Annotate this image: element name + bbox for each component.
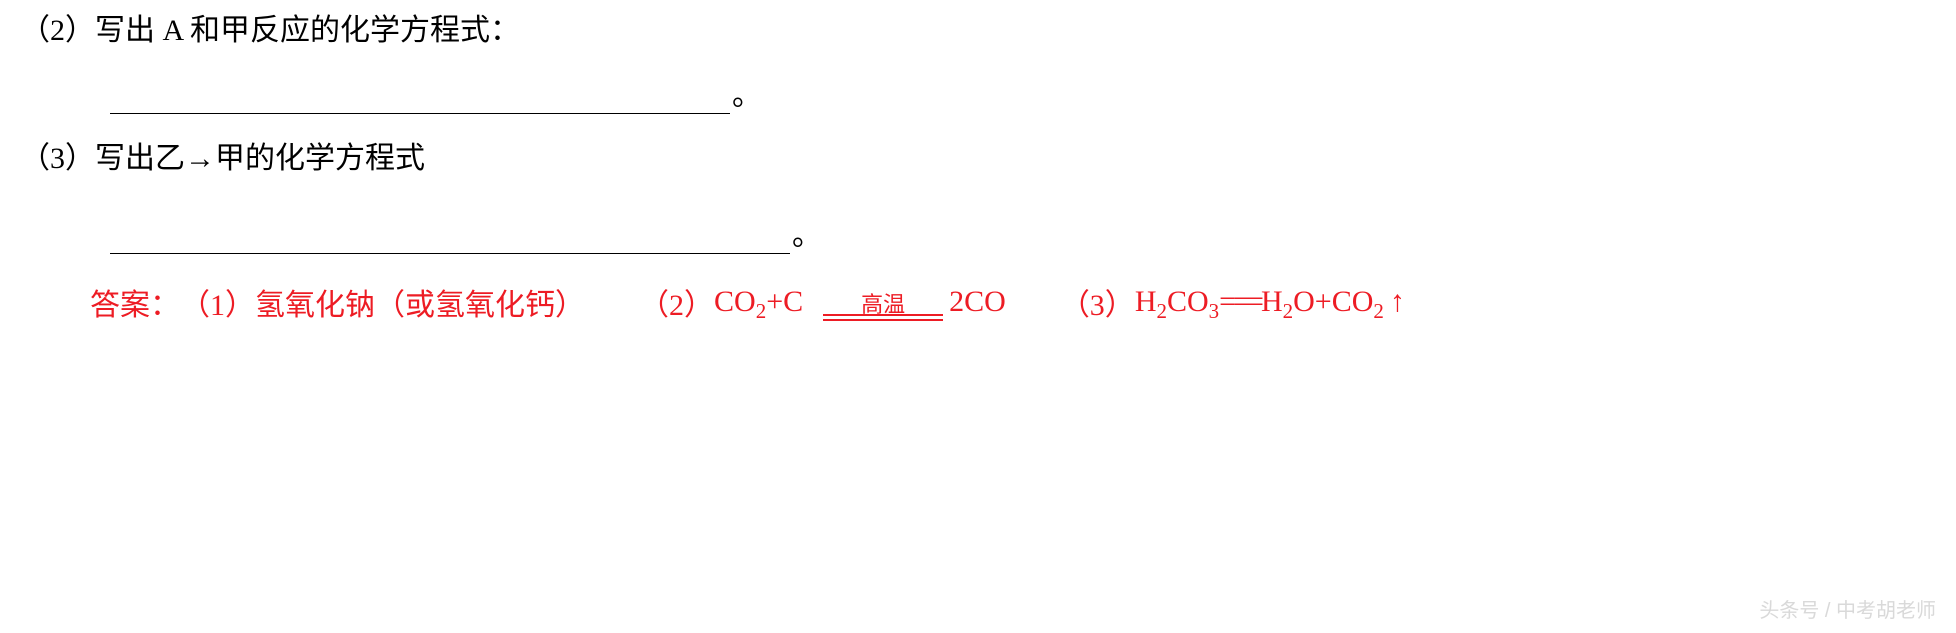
question-2-label: （2）写出 A 和甲反应的化学方程式：: [20, 10, 1936, 52]
triple-equals-icon: ===: [1219, 285, 1261, 319]
plus-icon: +: [766, 285, 783, 319]
up-arrow-icon: ↑: [1390, 285, 1405, 319]
reaction-condition: 高温: [823, 288, 943, 321]
answer-prefix: 答案：: [90, 280, 180, 324]
answer-part2-num: （2）: [639, 280, 714, 324]
answer-part3-num: （3）: [1060, 280, 1135, 324]
formula-co2: CO2: [714, 285, 766, 319]
answer-line: 答案： （1） 氢氧化钠（或氢氧化钙） （2） CO2 + C 高温 2CO （…: [90, 280, 1936, 324]
plus-icon: +: [1315, 285, 1332, 319]
period-icon: 。: [732, 70, 762, 114]
period-icon: 。: [792, 210, 822, 254]
question-3-blank-row: 。: [110, 210, 1936, 254]
answer-part3: （3） H2CO3 === H2O + CO2 ↑: [1060, 280, 1405, 324]
question-3-blank: [110, 225, 790, 254]
answer-part1-num: （1）: [180, 280, 255, 324]
answer-part2: （2） CO2 + C 高温 2CO: [639, 280, 1006, 324]
question-3-label: （3）写出乙→甲的化学方程式: [20, 138, 1936, 180]
answer-part1-text: 氢氧化钠（或氢氧化钙）: [255, 280, 585, 324]
formula-c: C: [783, 285, 803, 319]
question-2-blank: [110, 85, 730, 114]
question-2-blank-row: 。: [110, 70, 1936, 114]
formula-co2: CO2: [1332, 285, 1384, 319]
watermark: 头条号 / 中考胡老师: [1759, 594, 1936, 623]
formula-h2o: H2O: [1261, 285, 1315, 319]
formula-h2co3: H2CO3: [1135, 285, 1219, 319]
formula-2co: 2CO: [949, 285, 1006, 319]
answer-part1: （1） 氢氧化钠（或氢氧化钙）: [180, 280, 585, 324]
condition-label: 高温: [861, 294, 905, 316]
